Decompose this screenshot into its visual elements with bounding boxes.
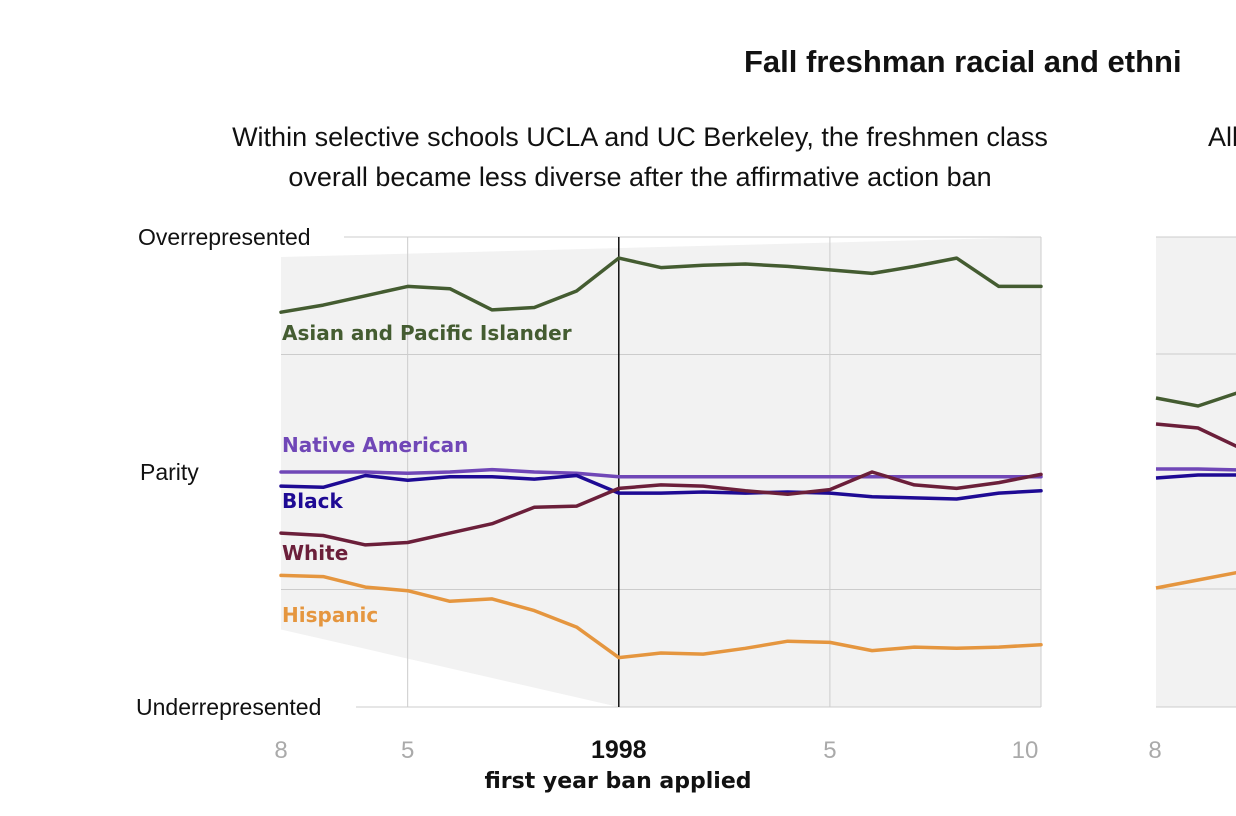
right-black-line	[1155, 473, 1236, 480]
right-hispanic-line	[1155, 570, 1236, 590]
years-after-note: Years after	[767, 812, 873, 816]
series-label-white: White	[282, 541, 348, 565]
y-axis-label: Parity	[140, 459, 199, 485]
x-axis-ticks: 8 5 1998 5 10	[274, 736, 1038, 764]
series-label-native-american: Native American	[282, 433, 468, 457]
ban-note: first year ban applied	[484, 769, 751, 794]
x-tick-label: 5	[401, 737, 414, 764]
x-tick-label: 5	[823, 737, 836, 764]
left-panel: Overrepresented Parity Underrepresented 8 5…	[136, 224, 1043, 816]
y-axis-label: Overrepresented	[138, 224, 311, 250]
x-tick-label: 1998	[591, 736, 647, 764]
x-tick-label: 8	[274, 737, 287, 764]
series-labels: Asian and Pacific Islander Native America…	[282, 321, 572, 627]
series-line-asian-and-pacific-islander	[279, 256, 1043, 314]
y-axis-label: Underrepresented	[136, 694, 321, 720]
series-label-black: Black	[282, 489, 343, 513]
right-panel-band	[1156, 237, 1236, 707]
chart-title: Fall freshman racial and ethni	[744, 44, 1182, 79]
left-subtitle-line1: Within selective schools UCLA and UC Ber…	[232, 122, 1048, 152]
right-asian-line	[1155, 391, 1236, 408]
right-panel-fragment: 8	[1148, 236, 1236, 764]
years-before-note: Years before	[378, 812, 502, 816]
right-subtitle-fragment: All	[1208, 122, 1236, 152]
series-line-native-american	[279, 467, 1043, 479]
series-line-black	[279, 473, 1043, 501]
series-label-asian-and-pacific-islander: Asian and Pacific Islander	[282, 321, 572, 345]
y-axis-labels: Overrepresented Parity Underrepresented	[136, 224, 321, 720]
x-tick-label: 10	[1012, 737, 1039, 764]
series-line-hispanic	[279, 573, 1043, 660]
series-line-white	[279, 470, 1043, 547]
series-label-hispanic: Hispanic	[282, 603, 378, 627]
right-native-line	[1156, 467, 1236, 472]
right-white-line	[1155, 422, 1236, 449]
left-subtitle-line2: overall became less diverse after the af…	[288, 162, 991, 192]
right-x-tick: 8	[1148, 737, 1161, 764]
series-lines	[279, 256, 1043, 660]
